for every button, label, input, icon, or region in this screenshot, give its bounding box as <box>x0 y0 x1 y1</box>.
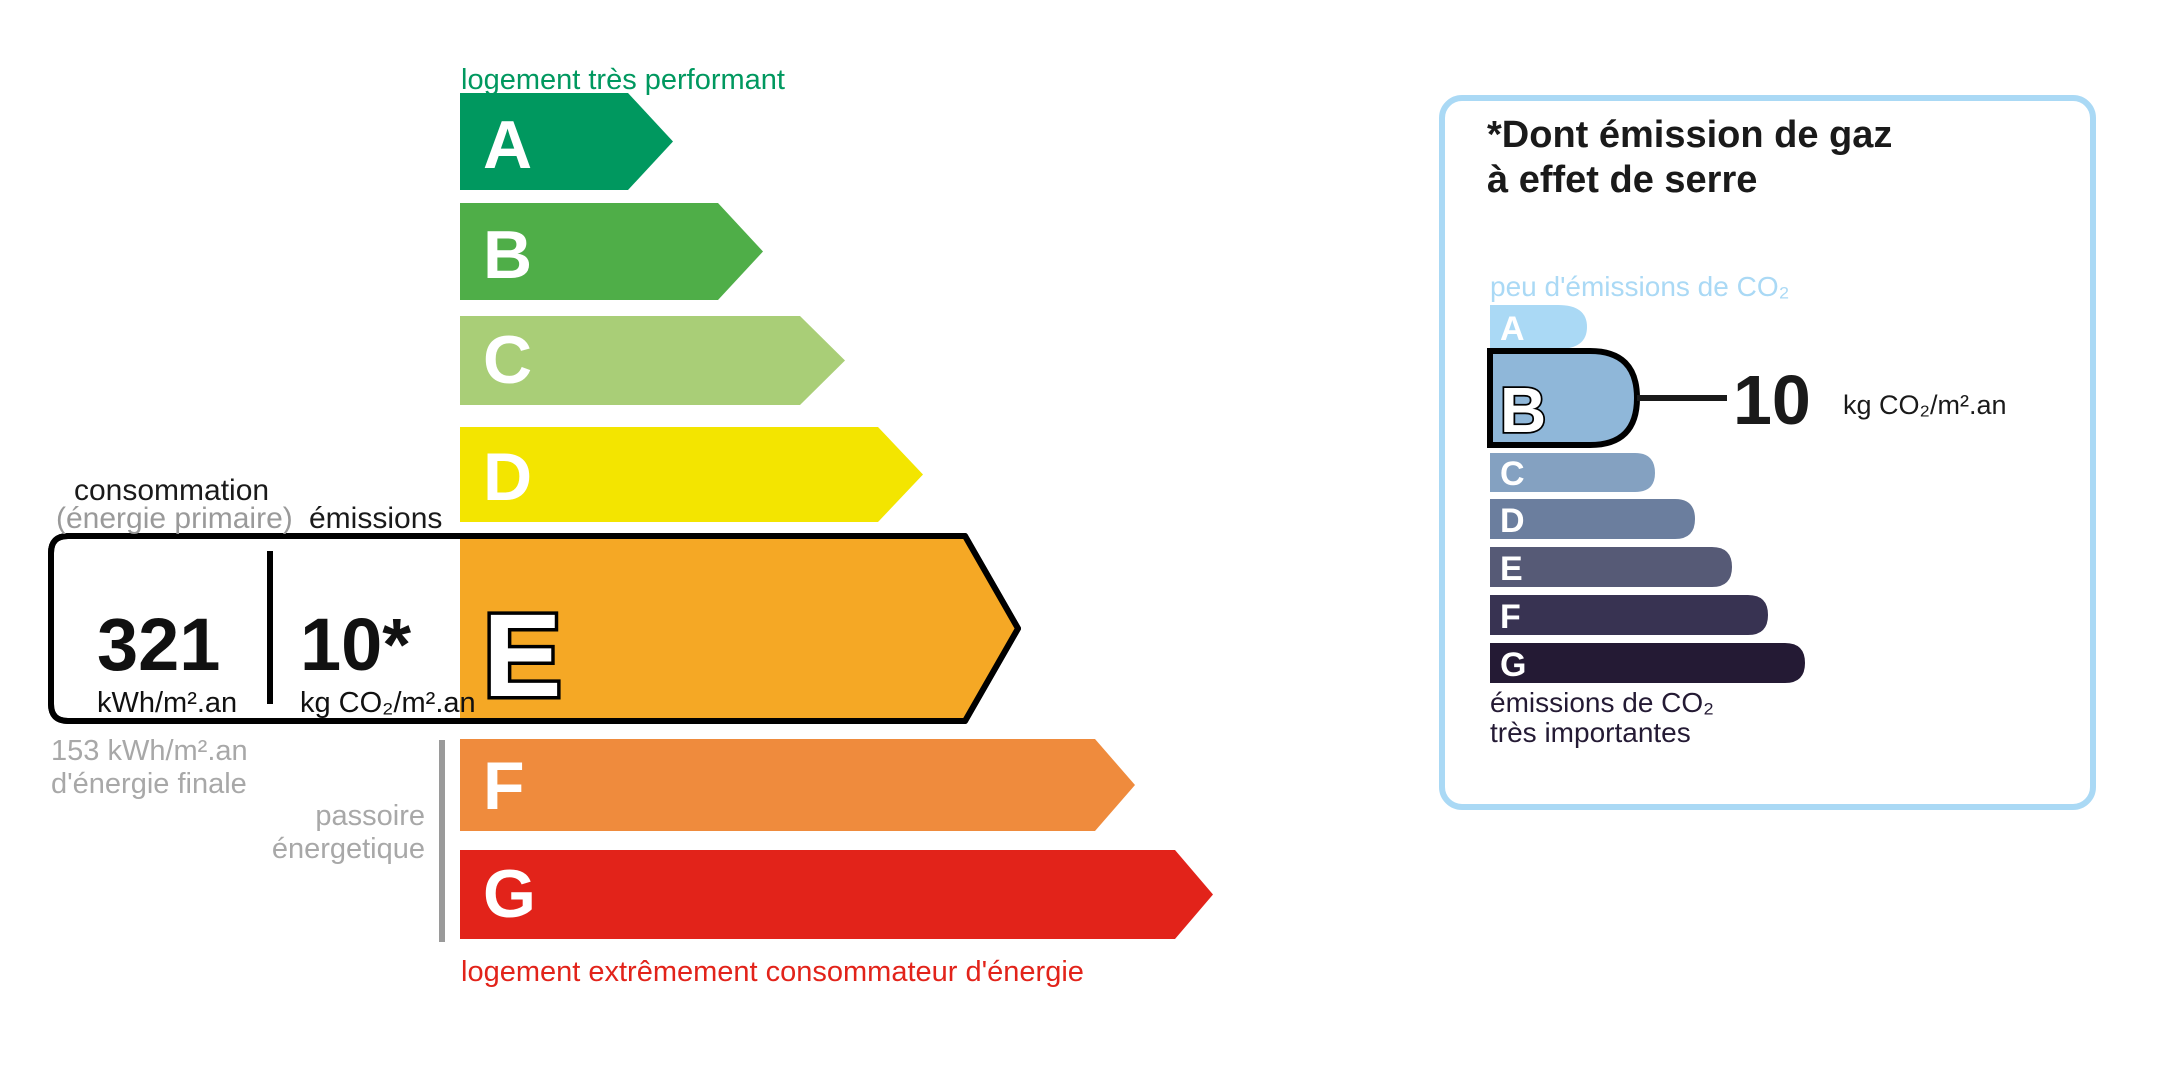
svg-text:très importantes: très importantes <box>1490 717 1691 748</box>
svg-text:émissions de CO₂: émissions de CO₂ <box>1490 687 1714 718</box>
svg-text:D: D <box>1500 502 1525 540</box>
svg-text:kg CO₂/m².an: kg CO₂/m².an <box>1843 390 2007 420</box>
svg-text:E: E <box>1500 550 1523 588</box>
svg-text:G: G <box>483 856 536 932</box>
svg-text:321: 321 <box>97 603 220 686</box>
svg-text:émissions: émissions <box>309 502 442 535</box>
svg-text:A: A <box>483 107 532 183</box>
svg-text:10: 10 <box>1733 361 1811 439</box>
svg-text:F: F <box>483 748 525 824</box>
svg-text:passoire: passoire <box>315 800 425 832</box>
svg-text:F: F <box>1500 598 1521 636</box>
svg-text:énergetique: énergetique <box>272 833 425 865</box>
svg-text:kg CO₂/m².an: kg CO₂/m².an <box>300 687 476 719</box>
svg-text:peu d'émissions de CO₂: peu d'émissions de CO₂ <box>1490 271 1789 302</box>
svg-text:A: A <box>1500 310 1525 348</box>
svg-text:D: D <box>483 439 532 515</box>
svg-text:à effet de serre: à effet de serre <box>1487 159 1757 201</box>
svg-text:C: C <box>483 322 532 398</box>
svg-text:G: G <box>1500 646 1526 684</box>
svg-text:E: E <box>483 590 562 722</box>
svg-text:C: C <box>1500 455 1525 493</box>
svg-text:logement très performant: logement très performant <box>461 64 785 96</box>
svg-text:logement extrêmement consommat: logement extrêmement consommateur d'éner… <box>461 956 1084 988</box>
svg-text:(énergie primaire): (énergie primaire) <box>56 502 293 535</box>
svg-text:*Dont émission de gaz: *Dont émission de gaz <box>1487 114 1892 156</box>
svg-text:B: B <box>483 217 532 293</box>
svg-text:153 kWh/m².an: 153 kWh/m².an <box>51 735 248 767</box>
svg-text:10*: 10* <box>300 603 411 686</box>
svg-text:kWh/m².an: kWh/m².an <box>97 687 237 719</box>
svg-text:d'énergie finale: d'énergie finale <box>51 768 247 800</box>
svg-text:B: B <box>1500 374 1546 446</box>
